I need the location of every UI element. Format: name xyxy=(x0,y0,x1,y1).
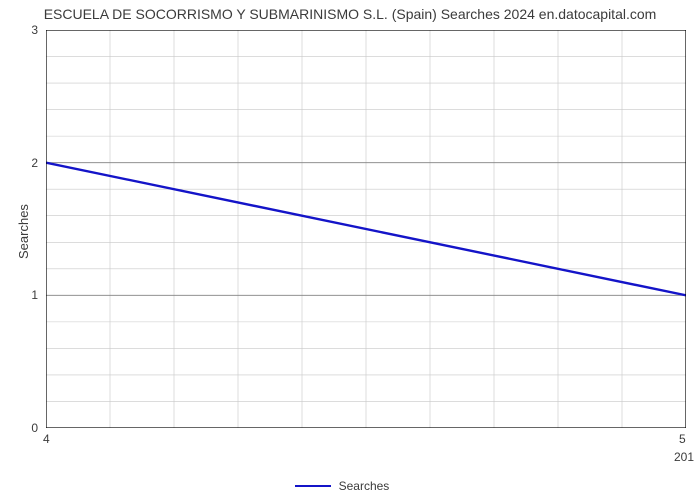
plot-area xyxy=(46,30,686,428)
legend-label: Searches xyxy=(339,479,390,493)
chart-container: ESCUELA DE SOCORRISMO Y SUBMARINISMO S.L… xyxy=(0,0,700,500)
y-axis-label: Searches xyxy=(16,204,31,259)
legend-line-icon xyxy=(295,485,331,487)
x-tick-label: 4 xyxy=(43,432,50,446)
y-tick-label: 3 xyxy=(31,23,38,37)
x-tick-label: 5 xyxy=(679,432,686,446)
y-tick-label: 1 xyxy=(31,288,38,302)
x-extra-label: 201 xyxy=(674,450,694,464)
legend: Searches xyxy=(295,479,390,493)
plot-svg xyxy=(46,30,686,428)
chart-title: ESCUELA DE SOCORRISMO Y SUBMARINISMO S.L… xyxy=(0,6,700,22)
y-tick-label: 2 xyxy=(31,156,38,170)
y-tick-label: 0 xyxy=(31,421,38,435)
